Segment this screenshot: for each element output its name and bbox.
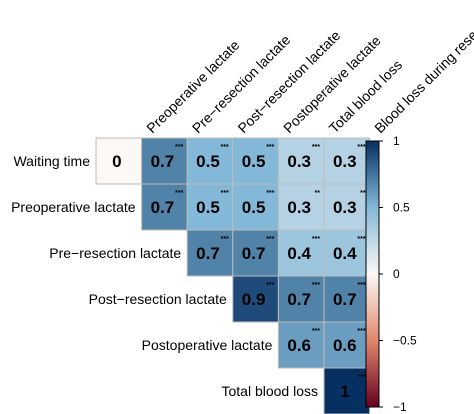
cell-value-label: 0.7	[151, 198, 175, 217]
cell-value-label: 0.6	[333, 336, 357, 355]
colorbar-tick-label: 0	[393, 267, 400, 281]
row-label: Waiting time	[13, 153, 90, 169]
colorbar-gradient	[365, 140, 380, 408]
heatmap-cell	[323, 367, 371, 414]
cell-value-label: 0.5	[242, 198, 266, 217]
cell-value-label: 0.9	[242, 290, 266, 309]
cell-value-label: 0.5	[242, 152, 266, 171]
heatmap-cell	[323, 275, 371, 323]
heatmap-cell	[141, 137, 188, 185]
heatmap-cell	[186, 183, 234, 231]
significance-marker: ***	[312, 236, 320, 243]
heatmap-cell	[323, 137, 371, 185]
significance-marker: ***	[357, 328, 365, 335]
significance-marker: ***	[221, 144, 229, 151]
significance-marker: ***	[357, 144, 365, 151]
cell-value-label: 0.7	[287, 290, 311, 309]
cell-value-label: 0.7	[151, 152, 175, 171]
significance-marker: ***	[312, 144, 320, 151]
cell-value-label: 0	[112, 152, 121, 171]
cell-value-label: 0.7	[333, 290, 357, 309]
significance-marker: ***	[312, 328, 320, 335]
colorbar-tick-label: −1	[393, 400, 407, 414]
significance-marker: ***	[175, 144, 183, 151]
cell-value-label: 0.4	[333, 244, 357, 263]
cell-value-label: 1	[340, 382, 349, 401]
cell-value-label: 0.7	[242, 244, 266, 263]
heatmap-cell	[277, 321, 325, 369]
row-label: Postoperative lactate	[142, 337, 273, 353]
cell-value-label: 0.3	[287, 152, 311, 171]
significance-marker: **	[315, 190, 321, 197]
cell-value-label: 0.5	[196, 152, 220, 171]
significance-marker: ***	[221, 190, 229, 197]
cell-value-label: 0.3	[333, 152, 357, 171]
heatmap-cell	[277, 229, 325, 277]
heatmap-cell	[232, 275, 279, 323]
colorbar-tick-label: −0.5	[393, 334, 417, 348]
significance-marker: **	[360, 190, 366, 197]
significance-marker: ***	[357, 374, 365, 381]
heatmap-cell	[186, 229, 234, 277]
heatmap-cell	[277, 183, 325, 231]
significance-marker: ***	[357, 236, 365, 243]
cell-value-label: 0.5	[196, 198, 220, 217]
cell-value-label: 0.6	[287, 336, 311, 355]
cell-value-label: 0.3	[287, 198, 311, 217]
heatmap-cell	[323, 321, 371, 369]
row-label: Total blood loss	[221, 383, 318, 399]
colorbar: 1 0.5 0 −0.5 −1	[365, 134, 417, 414]
cell-value-label: 0.4	[287, 244, 311, 263]
colorbar-tick-label: 0.5	[393, 201, 410, 215]
cell-value-label: 0.3	[333, 198, 357, 217]
heatmap-cell	[141, 183, 188, 231]
significance-marker: ***	[266, 190, 274, 197]
significance-marker: ***	[266, 236, 274, 243]
significance-marker: ***	[266, 282, 274, 289]
significance-marker: ***	[312, 282, 320, 289]
row-label: Pre−resection lactate	[49, 245, 181, 261]
heatmap-cells	[95, 137, 371, 414]
heatmap-cell	[95, 137, 143, 185]
row-label: Post−resection lactate	[89, 291, 227, 307]
significance-marker: ***	[266, 144, 274, 151]
row-label: Preoperative lactate	[11, 199, 136, 215]
cell-value-label: 0.7	[196, 244, 220, 263]
colorbar-tick-label: 1	[393, 134, 400, 148]
significance-marker: ***	[221, 236, 229, 243]
row-labels: Waiting time Preoperative lactate Pre−rese…	[11, 153, 318, 399]
significance-marker: ***	[357, 282, 365, 289]
heatmap-cell	[277, 275, 325, 323]
significance-marker: ***	[175, 190, 183, 197]
heatmap-values: 0 0.7***0.5***0.5***0.3***0.3***0.7***0.5…	[112, 144, 366, 401]
